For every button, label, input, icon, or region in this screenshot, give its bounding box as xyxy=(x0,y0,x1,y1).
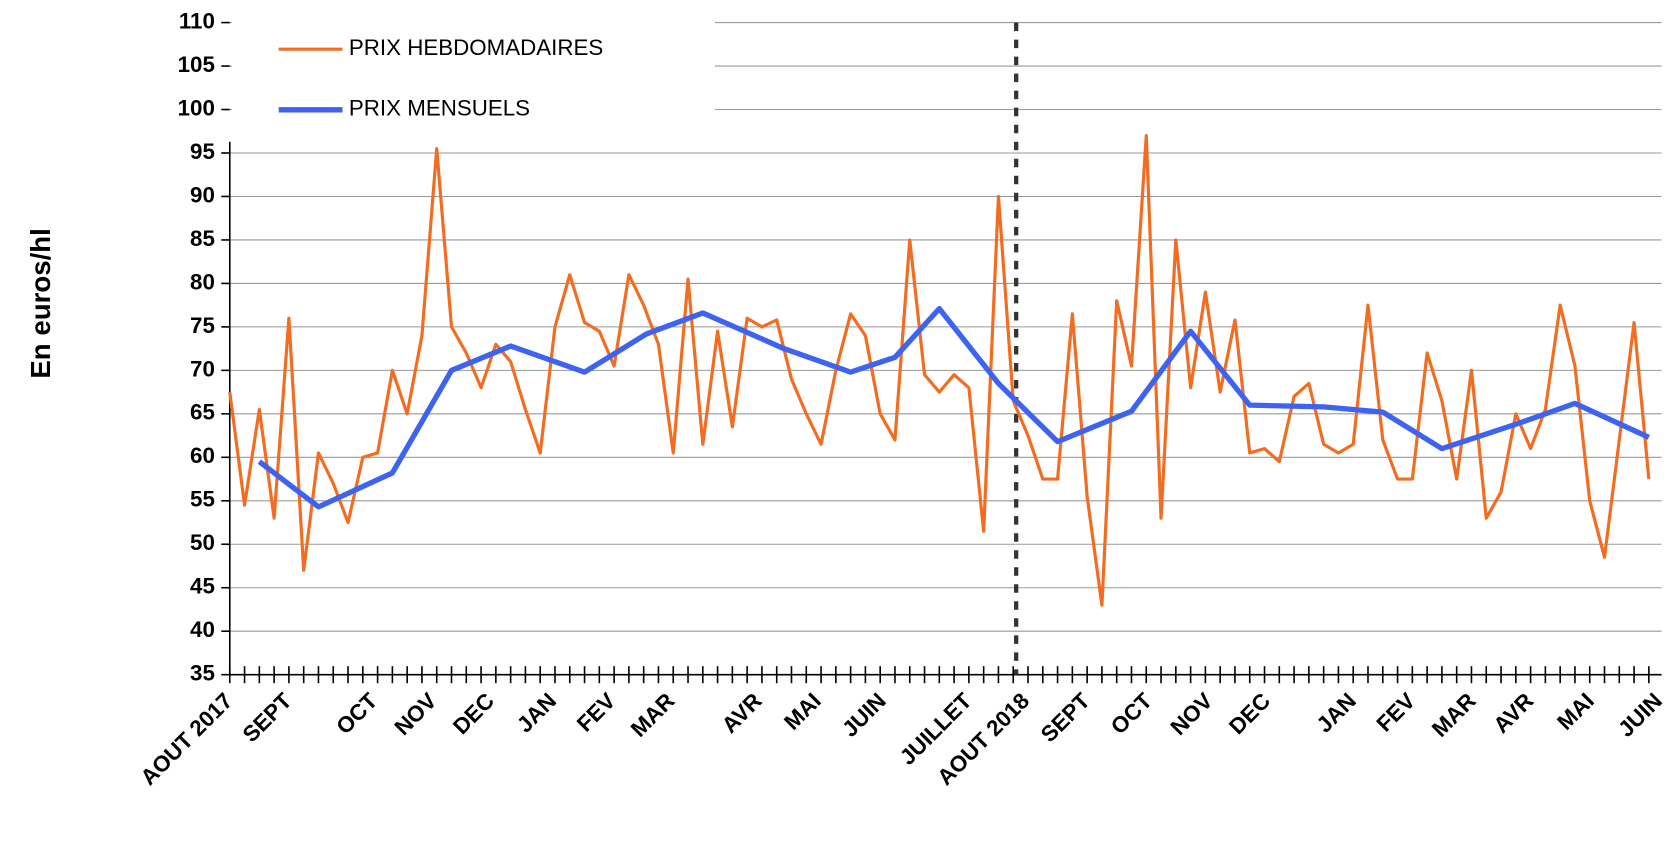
y-tick-label: 95 xyxy=(190,139,215,164)
x-tick-label: MAR xyxy=(1427,688,1481,742)
x-tick-label: DEC xyxy=(448,688,499,739)
x-tick-label: JUIN xyxy=(837,688,891,742)
y-tick-label: 35 xyxy=(190,661,215,686)
x-tick-label: AOUT 2017 xyxy=(136,688,238,790)
y-tick-label: 60 xyxy=(190,443,215,468)
x-tick-label: MAI xyxy=(1552,688,1599,735)
y-tick-label: 100 xyxy=(178,95,215,120)
y-tick-label: 85 xyxy=(190,226,215,251)
x-tick-label: NOV xyxy=(390,688,442,740)
x-tick-label: SEPT xyxy=(1036,688,1095,747)
x-tick-label: JAN xyxy=(512,688,561,737)
legend-label: PRIX HEBDOMADAIRES xyxy=(349,35,603,60)
x-tick-label: AVR xyxy=(717,688,767,738)
y-tick-label: 90 xyxy=(190,182,215,207)
y-tick-label: 75 xyxy=(190,313,215,338)
x-tick-label: SEPT xyxy=(238,688,297,747)
y-tick-label: 110 xyxy=(179,8,215,33)
y-tick-label: 80 xyxy=(190,269,215,294)
y-tick-label: 105 xyxy=(178,52,215,77)
x-tick-label: JAN xyxy=(1312,688,1361,737)
y-tick-label: 50 xyxy=(190,530,215,555)
y-tick-label: 55 xyxy=(190,487,215,512)
y-axis-label: En euros/hl xyxy=(25,228,56,379)
x-tick-label: NOV xyxy=(1166,688,1218,740)
series-line xyxy=(228,134,1651,607)
x-tick-label: JUIN xyxy=(1613,688,1667,742)
y-tick-label: 70 xyxy=(190,356,215,381)
series-line xyxy=(257,305,1650,510)
x-tick-label: OCT xyxy=(1106,688,1157,739)
x-tick-label: OCT xyxy=(331,688,382,739)
x-tick-label: DEC xyxy=(1224,688,1275,739)
x-tick-label: MAR xyxy=(626,688,680,742)
x-tick-label: AVR xyxy=(1488,688,1538,738)
x-tick-label: FEV xyxy=(572,688,620,736)
y-tick-label: 45 xyxy=(190,574,215,599)
legend-label: PRIX MENSUELS xyxy=(349,96,530,121)
y-tick-label: 40 xyxy=(190,617,215,642)
x-tick-label: FEV xyxy=(1372,688,1420,736)
y-tick-label: 65 xyxy=(190,400,215,425)
x-tick-label: MAI xyxy=(779,688,826,735)
